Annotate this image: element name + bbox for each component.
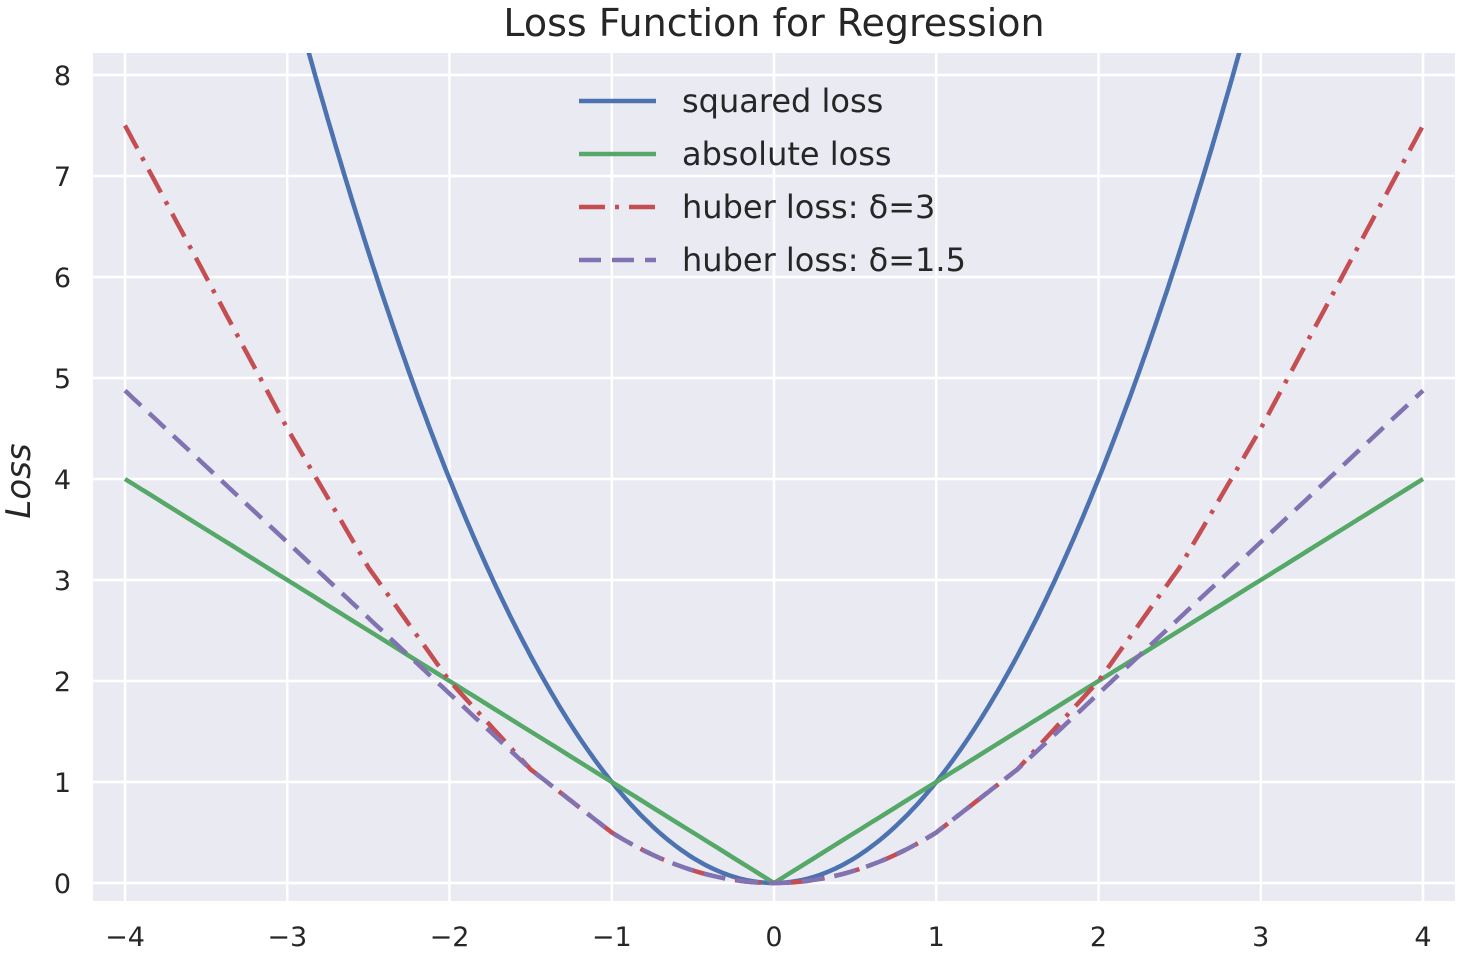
- y-tick-label: 5: [54, 364, 71, 395]
- y-tick-label: 0: [54, 869, 71, 900]
- legend-label-1: absolute loss: [682, 135, 892, 173]
- y-tick-label: 8: [54, 61, 71, 92]
- tick-labels: −4 −3 −2 −1 0 1 2 3 4 0 1 2 3 4 5 6 7 8: [54, 61, 1432, 953]
- x-tick-label: 2: [1090, 922, 1107, 953]
- x-tick-label: −1: [592, 922, 632, 953]
- x-tick-label: 0: [765, 922, 782, 953]
- y-tick-label: 6: [54, 263, 71, 294]
- x-tick-label: −3: [267, 922, 307, 953]
- series-line-3: [123, 388, 1425, 886]
- x-tick-label: 4: [1414, 922, 1431, 953]
- y-tick-label: 7: [54, 162, 71, 193]
- chart-title: Loss Function for Regression: [503, 1, 1044, 45]
- legend: squared loss absolute loss huber loss: δ=3…: [579, 82, 966, 279]
- x-tick-label: 1: [928, 922, 945, 953]
- x-tick-label: 3: [1252, 922, 1269, 953]
- y-tick-label: 4: [54, 465, 71, 496]
- series-lines: [123, 53, 1425, 886]
- y-tick-label: 1: [54, 768, 71, 799]
- y-tick-label: 3: [54, 566, 71, 597]
- legend-label-2: huber loss: δ=3: [682, 188, 935, 226]
- legend-label-3: huber loss: δ=1.5: [682, 241, 966, 279]
- x-tick-label: −2: [430, 922, 470, 953]
- y-tick-label: 2: [54, 667, 71, 698]
- y-axis-label: Loss: [0, 443, 39, 518]
- x-tick-label: −4: [105, 922, 145, 953]
- legend-label-0: squared loss: [682, 82, 883, 120]
